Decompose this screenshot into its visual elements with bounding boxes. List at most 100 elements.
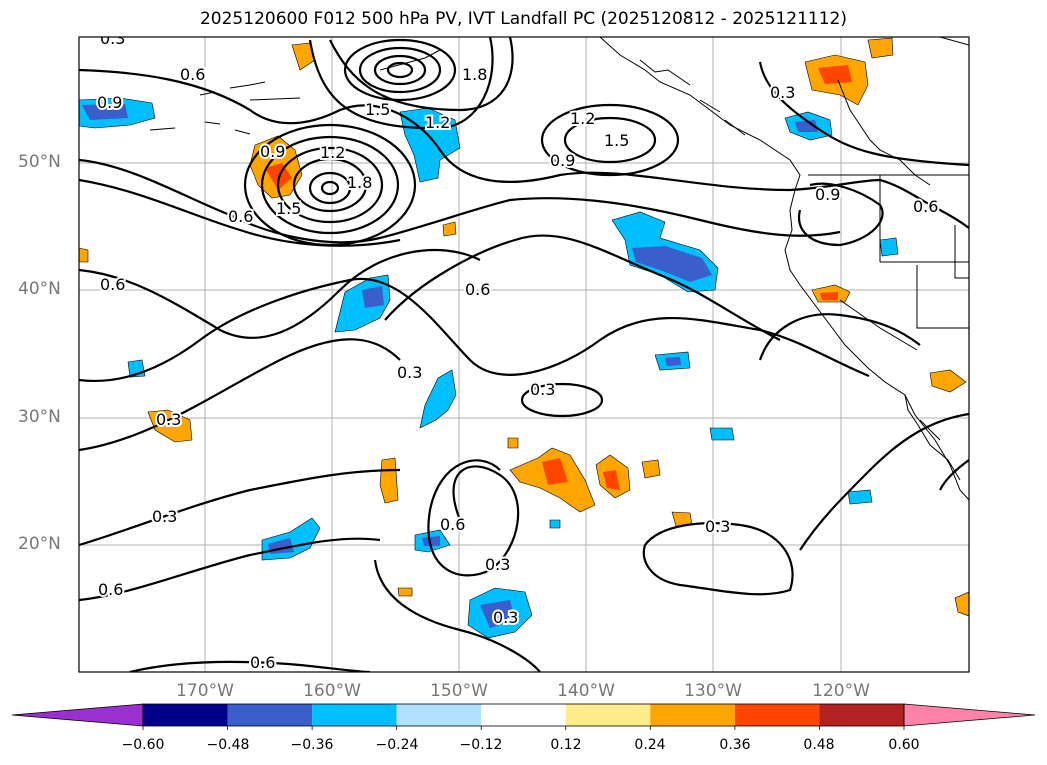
lat-label: 40°N [18, 279, 61, 299]
pv-contour [79, 178, 401, 247]
pv-contour [276, 146, 384, 224]
colorbar-tick-label: −0.48 [206, 737, 250, 753]
contour-label: 1.8 [462, 65, 487, 84]
ivt-positive-patch [79, 247, 89, 263]
pv-contour [427, 459, 520, 577]
contour-label: 1.2 [425, 113, 450, 132]
ivt-positive-patch [929, 369, 967, 393]
pv-contour [79, 248, 481, 339]
ivt-positive-patch [867, 37, 894, 59]
colorbar-bin [481, 704, 566, 726]
contour-label: 0.3 [485, 555, 510, 574]
contour-labels: 0.3 0.6 0.9 0.9 1.2 1.8 1.5 1.2 1.5 0.9 … [95, 37, 940, 672]
contour-label: 0.3 [770, 83, 795, 102]
contour-label: 0.6 [465, 280, 490, 299]
ivt-positive-core [820, 292, 838, 300]
pv-contour [308, 37, 494, 130]
colorbar-tick-label: −0.60 [121, 737, 165, 753]
pv-contour [129, 660, 371, 672]
pv-contour [373, 54, 427, 86]
pv-contour [79, 158, 841, 244]
contour-label: 1.8 [347, 173, 372, 192]
pv-contour [79, 68, 881, 192]
colorbar-tick-label: −0.12 [459, 737, 503, 753]
contour-label: 0.6 [180, 65, 205, 84]
colorbar-bin [227, 704, 313, 726]
colorbar-tick-label: 0.60 [888, 737, 920, 753]
contour-label: 0.6 [440, 515, 465, 534]
colorbar-bin [650, 704, 735, 726]
ivt-shading [79, 37, 969, 639]
ivt-positive-core [603, 470, 620, 490]
contour-label: 1.2 [570, 109, 595, 128]
lat-label: 30°N [18, 407, 61, 427]
contour-label: 0.3 [156, 410, 181, 429]
ivt-positive-patch [379, 457, 399, 504]
colorbar-bin [819, 704, 904, 726]
colorbar-extend-min [11, 703, 144, 727]
lat-label: 20°N [18, 534, 61, 554]
pv-contour [540, 103, 680, 177]
lon-label: 130°W [684, 681, 742, 701]
pv-contour [308, 171, 352, 205]
ivt-positive-patch [442, 221, 457, 237]
coastline [149, 37, 969, 501]
contour-label: 0.3 [705, 517, 730, 536]
pv-contour [758, 61, 969, 167]
pv-contour [373, 559, 541, 672]
pv-contour [79, 468, 401, 547]
colorbar-extend-max [903, 703, 1036, 727]
contour-label: 0.9 [260, 142, 285, 161]
pv-contour [320, 180, 340, 196]
pv-contour [939, 459, 969, 491]
lon-label: 160°W [303, 681, 361, 701]
ivt-negative-patch [709, 427, 735, 441]
colorbar-tick-label: 0.36 [719, 737, 751, 753]
map-title: 2025120600 F012 500 hPa PV, IVT Landfall… [199, 9, 847, 29]
plot-area: 0.3 0.6 0.9 0.9 1.2 1.8 1.5 1.2 1.5 0.9 … [79, 37, 969, 672]
ivt-negative-patch [419, 369, 457, 429]
colorbar-bin [143, 704, 228, 726]
colorbar-tick-label: −0.36 [290, 737, 334, 753]
contour-label: 0.3 [152, 507, 177, 526]
contour-label: 0.9 [550, 151, 575, 170]
colorbar [11, 703, 1036, 730]
pv-contour [329, 37, 514, 112]
lon-label: 150°W [430, 681, 488, 701]
lon-label: 170°W [176, 681, 234, 701]
pv-contours [79, 37, 969, 672]
ivt-positive-patch [147, 409, 193, 443]
contour-label: 1.5 [276, 199, 301, 218]
ivt-negative-core [480, 600, 515, 628]
pv-contour [879, 178, 969, 229]
ivt-negative-patch [879, 237, 899, 257]
pv-contour [260, 135, 400, 235]
contour-label: 0.6 [913, 197, 938, 216]
pv-contour [292, 157, 368, 213]
pv-contour [79, 338, 401, 452]
ivt-positive-core [542, 458, 568, 485]
ivt-negative-core [82, 104, 128, 120]
pv-contour [797, 182, 884, 247]
contour-label: 0.3 [397, 363, 422, 382]
pv-contour [799, 412, 969, 551]
ivt-negative-core [422, 536, 440, 546]
ivt-negative-patch [847, 489, 873, 505]
lon-label: 120°W [812, 681, 870, 701]
colorbar-bin [565, 704, 651, 726]
ivt-negative-patch [549, 519, 561, 529]
ivt-positive-patch [641, 459, 661, 479]
pv-contour [563, 116, 657, 164]
colorbar-bin [734, 704, 820, 726]
pv-contour [343, 38, 457, 102]
contour-label: 1.5 [365, 100, 390, 119]
colorbar-outline [142, 703, 905, 727]
colorbar-tick-label: 0.24 [634, 737, 666, 753]
contour-label: 0.9 [97, 93, 122, 112]
pv-contour [758, 313, 921, 361]
contour-label: 1.5 [604, 131, 629, 150]
lat-label: 50°N [18, 152, 61, 172]
contour-label: 0.3 [493, 608, 518, 627]
colorbar-tick-label: 0.12 [550, 737, 582, 753]
